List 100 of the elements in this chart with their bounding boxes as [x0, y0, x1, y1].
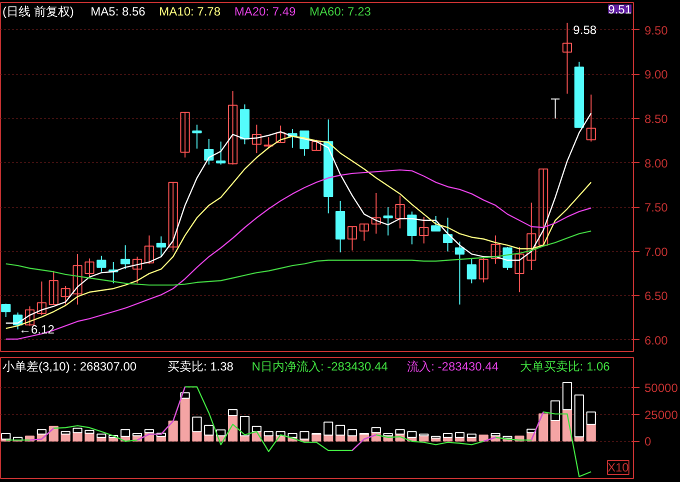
- chart-subtitle: 买卖比: 1.38: [167, 360, 234, 374]
- bar: [72, 428, 82, 434]
- text: 9.51: [608, 2, 632, 16]
- annotation: ←6.12: [19, 322, 55, 336]
- y-tick-label: 6.00: [644, 333, 668, 348]
- bar: [96, 434, 106, 438]
- text: MA10: 7.78: [159, 4, 221, 18]
- candlestick: [120, 244, 130, 270]
- bar: [550, 420, 560, 442]
- bar: [216, 429, 226, 436]
- y-tick-label: 7.00: [644, 244, 668, 259]
- bar: [371, 427, 381, 434]
- chart-title: (日线 前复权): [2, 4, 74, 18]
- bar: [395, 429, 405, 435]
- candlestick: [132, 256, 142, 284]
- bar: [120, 429, 130, 437]
- bar: [347, 429, 358, 436]
- bar: [550, 400, 560, 421]
- candlestick: [252, 124, 262, 154]
- text: MA60: 7.23: [310, 4, 372, 18]
- bar: [84, 432, 94, 442]
- bar: [490, 433, 500, 436]
- annotation: 9.58: [573, 22, 597, 37]
- candlestick: [1, 303, 11, 318]
- candlestick: [84, 258, 94, 278]
- y-tick-label: 50000: [644, 380, 678, 395]
- y-tick-label: 6.50: [644, 289, 668, 304]
- bar: [84, 430, 94, 434]
- candlestick: [276, 125, 286, 143]
- bar: [264, 431, 274, 436]
- bar: [180, 398, 190, 442]
- bar: [288, 433, 298, 438]
- bar: [132, 433, 142, 436]
- candlestick: [168, 182, 178, 252]
- text: N日内净流入: -283430.44: [252, 360, 388, 374]
- candlestick: [228, 90, 238, 166]
- candlestick: [442, 217, 453, 252]
- candlestick: [550, 98, 560, 120]
- bar: [300, 431, 310, 440]
- text: 流入: -283430.44: [407, 360, 499, 374]
- bar: [442, 433, 453, 438]
- y-tick-label: 25000: [644, 408, 678, 422]
- candlestick: [72, 254, 82, 306]
- line-series: [5, 230, 592, 286]
- bar: [538, 413, 548, 442]
- candlestick: [96, 255, 106, 272]
- candlestick: [395, 195, 405, 229]
- bar: [192, 431, 202, 442]
- candlestick: [24, 306, 35, 326]
- bar: [240, 416, 250, 436]
- candlestick: [216, 141, 226, 166]
- bar: [478, 434, 488, 442]
- candlestick: [359, 223, 369, 242]
- y-tick-label: 0: [644, 434, 652, 449]
- bar: [407, 431, 417, 438]
- candlestick: [383, 206, 393, 236]
- candlestick: [586, 94, 596, 142]
- candlestick: [144, 234, 154, 264]
- candlestick: [478, 257, 488, 283]
- y-tick-label: 9.00: [644, 68, 668, 82]
- candlestick: [180, 112, 190, 158]
- candlestick: [562, 22, 572, 94]
- bar: [252, 426, 262, 432]
- candlestick: [407, 211, 417, 245]
- candlestick: [300, 130, 310, 156]
- text: MA20: 7.49: [234, 4, 296, 18]
- bar: [562, 382, 572, 410]
- bar: [36, 429, 47, 435]
- y-tick-label: 8.00: [644, 156, 668, 170]
- candlestick: [264, 136, 274, 148]
- bar: [586, 412, 596, 425]
- candlestick: [490, 234, 500, 264]
- chart-title: 小单差(3,10) : 268307.00: [2, 360, 137, 374]
- candlestick: [347, 226, 358, 252]
- candlestick: [538, 168, 548, 246]
- bar: [1, 433, 11, 440]
- bar: [192, 416, 202, 432]
- text: MA5: 8.56: [90, 4, 146, 18]
- bar: [526, 428, 536, 434]
- bar: [204, 424, 214, 436]
- candlestick: [36, 281, 47, 316]
- annotation: 大单买卖比: 1.06: [520, 360, 610, 374]
- bar: [60, 431, 70, 435]
- y-tick-label: 7.50: [644, 200, 668, 215]
- candlestick: [419, 216, 429, 244]
- bar: [72, 432, 82, 442]
- bar: [466, 434, 476, 438]
- candlestick: [156, 236, 166, 256]
- candlestick: [431, 215, 441, 232]
- bar: [574, 394, 584, 438]
- bar: [454, 432, 465, 438]
- bar: [383, 433, 393, 436]
- bar: [324, 422, 334, 436]
- candlestick: [192, 124, 202, 150]
- text: X10: [608, 460, 630, 474]
- bar: [144, 429, 154, 434]
- line-series: [5, 169, 592, 340]
- candlestick: [48, 270, 58, 306]
- bar: [335, 424, 346, 436]
- candlestick: [514, 246, 524, 293]
